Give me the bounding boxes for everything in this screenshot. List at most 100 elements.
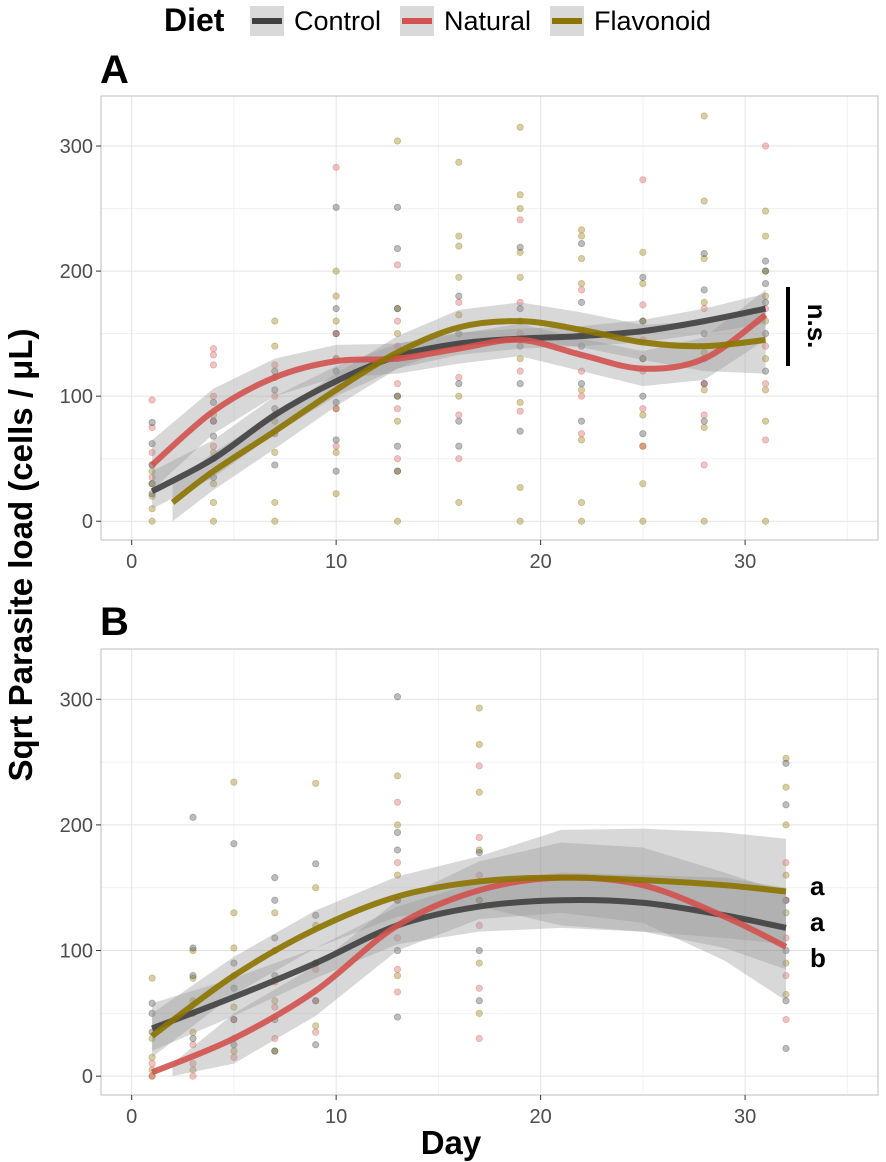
legend-item-natural: Natural [400,6,531,36]
panel-a-point-natural [455,373,463,382]
panel-a-point-flavonoid [271,317,279,325]
panel-a-tag: A [100,48,129,92]
panel-b-point-control [271,874,279,882]
panel-a-point-natural [761,380,770,388]
panel-b-point-control [230,840,238,848]
panel-a-point-flavonoid [639,280,647,288]
panel-b-point-natural [271,1034,279,1043]
panel-b-point-natural [475,833,483,842]
panel-a-point-flavonoid [455,498,463,507]
panel-b-point-control [230,1016,238,1024]
panel-a-point-control [639,355,647,363]
panel-b-point-flavonoid [271,909,279,917]
panel-b-point-flavonoid [393,821,402,829]
panel-a-x-tick-label: 0 [126,551,137,573]
panel-a-point-flavonoid [332,267,340,275]
panel-a-point-flavonoid [393,330,402,338]
panel-b-point-control [230,984,238,992]
panel-b-point-control [782,801,790,809]
panel-b-frame [100,648,879,1096]
panel-b-point-flavonoid [782,871,790,879]
panel-a-point-control [700,249,708,258]
x-axis-title: Day [421,1124,482,1161]
panel-a-point-control [332,367,340,375]
panel-a-point-flavonoid [332,448,340,457]
panel-a-x-tick-label: 10 [325,551,347,573]
group-letter-flavonoid: a [810,871,825,901]
panel-a-point-control [148,440,156,448]
panel-a-point-flavonoid [516,355,524,363]
panel-b-point-control [312,860,320,868]
panel-a-point-flavonoid [516,273,524,281]
panel-b-point-flavonoid [782,959,790,967]
panel-b-point-control [148,1009,156,1017]
panel-a-point-flavonoid [209,480,218,488]
panel-b-point-control [393,828,402,837]
panel-b-y-tick-label: 200 [60,815,93,837]
panel-a-point-flavonoid [639,317,647,325]
panel-a-point-flavonoid [639,355,647,363]
panel-a-point-control [455,380,463,388]
panel-b-point-flavonoid [782,754,790,762]
panel-b-point-natural [189,1059,197,1068]
panel-a-point-natural [332,442,340,450]
panel-a-point-natural [516,298,524,306]
panel-b-point-control [271,934,279,942]
panel-a-point-flavonoid [639,411,647,419]
panel-b-x-tick-label: 20 [529,1106,551,1128]
panel-b-point-flavonoid [148,1053,156,1061]
panel-b-point-natural [189,1041,197,1049]
panel-a-point-control [332,467,340,475]
panel-b-point-flavonoid [312,779,320,788]
panel-b-point-flavonoid [782,783,790,791]
panel-b-point-control [189,813,197,821]
panel-a-point-control [700,380,708,388]
panel-a-point-natural [393,405,402,413]
panel-b-point-natural [393,858,402,867]
panel-a-point-control [332,436,340,444]
panel-a-point-natural [700,461,708,469]
panel-b-line-flavonoid [150,874,787,1039]
panel-a-point-natural [516,216,524,224]
panel-b-point-flavonoid [312,1022,320,1030]
panel-a-point-natural [148,396,156,404]
panel-b-point-control [782,759,790,767]
panel-b-point-control [312,911,320,919]
panel-a-point-flavonoid [271,342,279,350]
panel-a-point-flavonoid [455,242,463,250]
panel-a-point-control [761,267,770,275]
panel-a-point-control [577,417,586,425]
panel-b-point-natural [475,762,483,770]
panel-a-point-control [639,317,647,325]
panel-b-x-tick-label: 30 [734,1106,756,1128]
panel-b-point-natural [312,1028,320,1036]
panel-a-point-control [148,418,156,427]
panel-b-point-natural [230,1053,238,1061]
panel-a-point-natural [455,298,463,306]
panel-a-point-control [639,430,647,438]
panel-a-point-natural [209,345,218,353]
panel-a-point-control [761,367,770,375]
panel-a-point-control [455,442,463,450]
panel-b-point-natural [393,965,402,973]
panel-a-point-natural [700,411,708,419]
panel-a-point-flavonoid [516,517,524,525]
panel-b-x-tick-label: 10 [325,1106,347,1128]
panel-b-point-natural [475,871,483,879]
panel-a-point-control [271,386,279,394]
panel-a-point-flavonoid [700,386,708,394]
panel-a-y-tick-label: 300 [60,136,93,158]
panel-b-point-flavonoid [475,1009,483,1017]
panel-a-point-control [332,305,340,313]
panel-b-point-control [475,848,483,857]
panel-a-point-flavonoid [455,311,463,319]
panel-a-point-natural [516,407,524,415]
panel-b-point-control [271,896,279,904]
panel-a-point-flavonoid [393,392,402,400]
panel-b-point-control [393,1013,402,1021]
panel-b-point-flavonoid [189,1028,197,1036]
panel-a-point-control [393,244,402,253]
panel-a-x-tick-label: 30 [734,551,756,573]
panel-a-x-tick-label: 20 [529,551,551,573]
